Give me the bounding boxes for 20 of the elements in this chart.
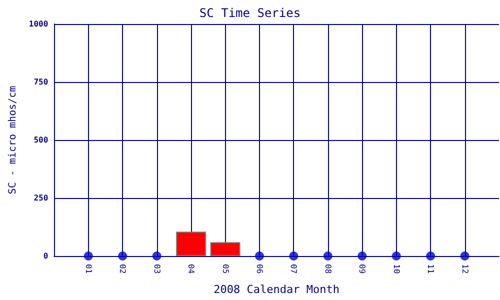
y-tick-label: 1000 <box>28 20 48 28</box>
x-tick-label: 06 <box>254 264 264 274</box>
x-tick-label: 09 <box>358 264 367 274</box>
y-tick-label: 0 <box>43 252 48 260</box>
x-tick-label: 04 <box>186 264 196 274</box>
x-tick-label: 05 <box>220 264 230 274</box>
x-tick-label: 02 <box>118 264 128 274</box>
y-tick-label: 750 <box>34 78 48 86</box>
x-tick-label: 07 <box>289 264 298 274</box>
x-tick-label: 01 <box>84 264 93 274</box>
y-tick-label: 500 <box>34 136 48 144</box>
chart-title: SC Time Series <box>199 6 301 20</box>
y-tick-label: 250 <box>34 194 48 202</box>
y-axis-title: SC - micro mhos/cm <box>8 86 18 194</box>
x-tick-label: 03 <box>152 264 162 274</box>
x-tick-label: 08 <box>323 264 332 274</box>
x-tick-label: 11 <box>426 264 436 274</box>
x-axis-title: 2008 Calendar Month <box>214 283 340 296</box>
x-tick-label: 10 <box>392 264 401 274</box>
x-tick-label: 12 <box>460 264 470 274</box>
